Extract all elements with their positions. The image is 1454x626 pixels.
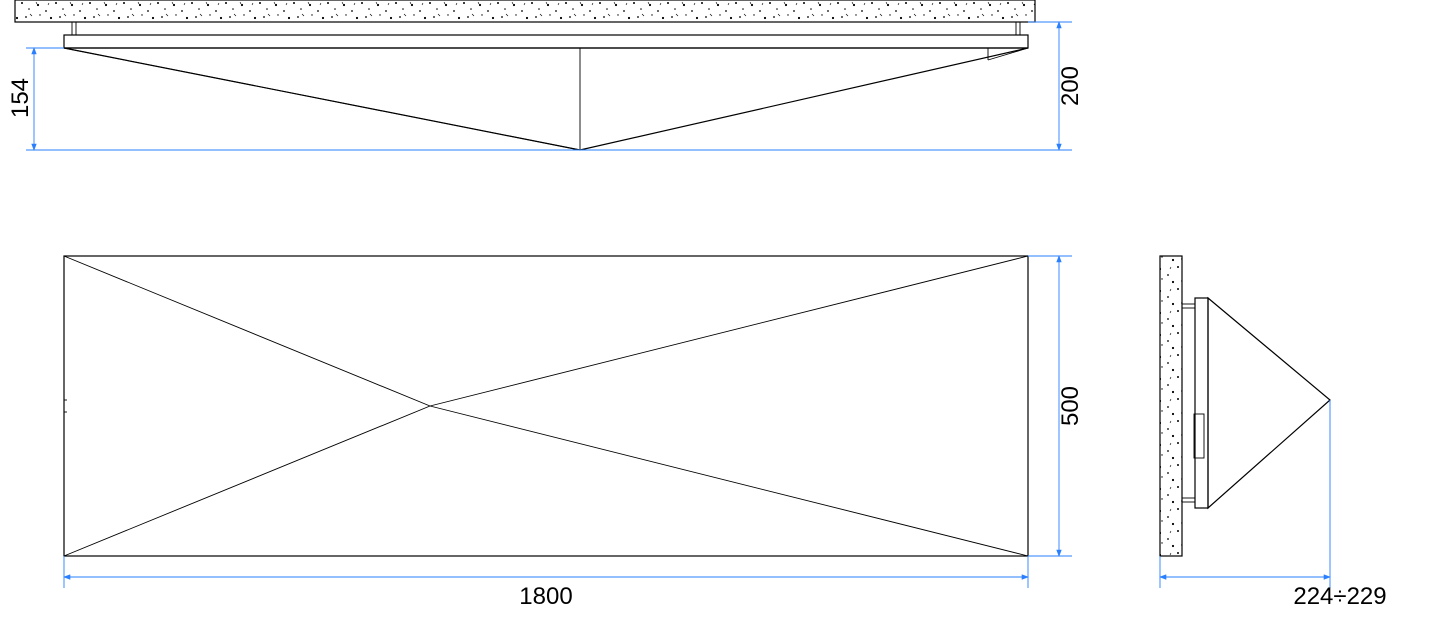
side-ceiling — [1160, 256, 1182, 556]
front-elevation — [15, 0, 1035, 150]
plan-view — [64, 256, 1028, 556]
plan-rect — [64, 256, 1028, 556]
dim-200-label: 200 — [1057, 66, 1084, 106]
dim-500: 500 — [1028, 256, 1084, 556]
dim-200: 200 — [580, 22, 1084, 150]
side-hanger-top — [1182, 304, 1195, 308]
front-step-diag — [988, 48, 1028, 60]
side-pyramid — [1208, 298, 1330, 508]
dim-500-label: 500 — [1057, 386, 1084, 426]
plan-d2 — [430, 256, 1028, 406]
side-elevation — [1160, 256, 1330, 556]
plan-d3 — [64, 406, 430, 556]
dim-1800-label: 1800 — [519, 583, 572, 610]
side-housing — [1195, 298, 1208, 508]
front-ridge-l — [64, 48, 580, 150]
front-hanger-left — [72, 22, 76, 35]
dim-224-229-label: 224÷229 — [1293, 583, 1386, 610]
dim-1800: 1800 — [64, 556, 1028, 610]
front-hanger-right — [1016, 22, 1020, 35]
dim-154-label: 154 — [7, 78, 34, 118]
plan-d1 — [64, 256, 430, 406]
technical-drawing: 154 200 500 1800 — [0, 0, 1454, 626]
dim-154: 154 — [7, 48, 580, 150]
front-pyramid — [64, 48, 1028, 150]
front-ceiling — [15, 0, 1035, 22]
plan-d4 — [430, 406, 1028, 556]
front-housing — [64, 35, 1028, 48]
side-hanger-bot — [1182, 498, 1195, 502]
